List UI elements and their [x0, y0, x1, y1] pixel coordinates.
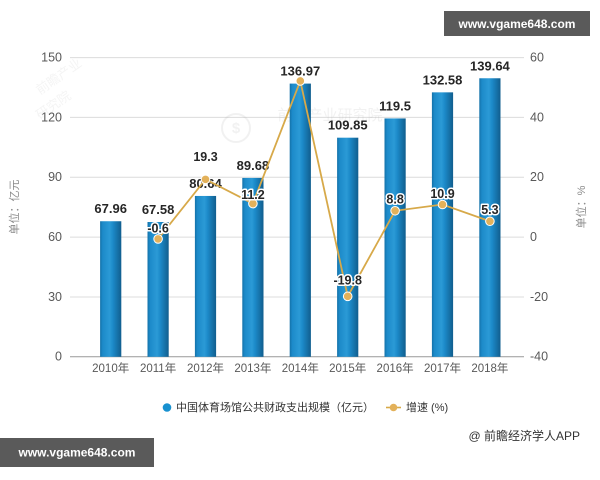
svg-text:-19.8: -19.8	[333, 274, 362, 288]
svg-text:2013年: 2013年	[234, 361, 271, 375]
svg-text:90: 90	[48, 170, 62, 184]
svg-text:139.64: 139.64	[470, 58, 511, 73]
svg-text:30: 30	[48, 290, 62, 304]
svg-text:-40: -40	[530, 350, 548, 364]
svg-text:109.85: 109.85	[328, 118, 368, 133]
svg-text:中国体育场馆公共财政支出规模（亿元）: 中国体育场馆公共财政支出规模（亿元）	[176, 400, 374, 414]
svg-text:60: 60	[530, 51, 544, 65]
svg-text:11.2: 11.2	[241, 188, 265, 202]
svg-text:增速 (%): 增速 (%)	[406, 400, 448, 414]
svg-text:www.vgame648.com: www.vgame648.com	[18, 446, 136, 460]
svg-text:10.9: 10.9	[430, 187, 454, 201]
svg-text:40: 40	[530, 110, 544, 124]
svg-text:150: 150	[41, 51, 62, 65]
svg-text:-20: -20	[530, 290, 548, 304]
svg-text:119.5: 119.5	[379, 98, 411, 113]
svg-text:$: $	[232, 120, 241, 137]
svg-text:8.8: 8.8	[386, 193, 403, 207]
svg-text:19.3: 19.3	[193, 150, 217, 164]
svg-text:2011年: 2011年	[140, 361, 176, 375]
svg-text:132.58: 132.58	[423, 72, 463, 87]
svg-text:67.58: 67.58	[142, 202, 175, 217]
svg-text:0: 0	[55, 350, 62, 364]
svg-text:2010年: 2010年	[92, 361, 129, 375]
svg-text:67.96: 67.96	[94, 201, 127, 216]
svg-text:2015年: 2015年	[329, 361, 366, 375]
svg-text:5.3: 5.3	[481, 203, 498, 217]
svg-text:-0.6: -0.6	[147, 222, 169, 236]
svg-text:@ 前瞻经济学人APP: @ 前瞻经济学人APP	[468, 428, 580, 443]
svg-text:www.vgame648.com: www.vgame648.com	[458, 17, 576, 31]
svg-text:2014年: 2014年	[282, 361, 319, 375]
svg-text:2018年: 2018年	[471, 361, 508, 375]
svg-text:单位：亿元: 单位：亿元	[7, 180, 21, 235]
svg-text:2017年: 2017年	[424, 361, 461, 375]
svg-text:20: 20	[530, 170, 544, 184]
svg-text:2012年: 2012年	[187, 361, 224, 375]
svg-text:60: 60	[48, 230, 62, 244]
svg-text:0: 0	[530, 230, 537, 244]
svg-text:单位：%: 单位：%	[574, 185, 588, 228]
svg-text:2016年: 2016年	[377, 361, 414, 375]
svg-text:89.68: 89.68	[237, 158, 270, 173]
